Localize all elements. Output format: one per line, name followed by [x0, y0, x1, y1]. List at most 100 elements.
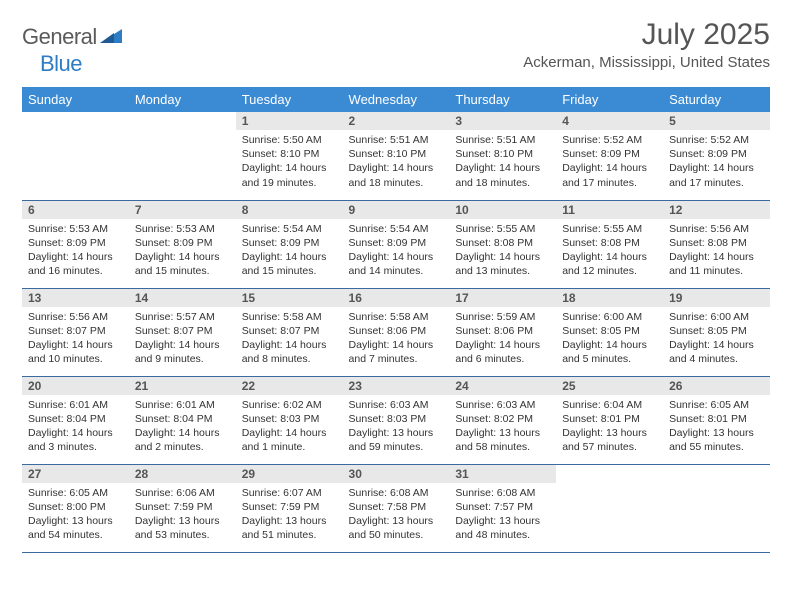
- empty-cell: [22, 112, 129, 200]
- week-row: 1Sunrise: 5:50 AMSunset: 8:10 PMDaylight…: [22, 112, 770, 200]
- day-cell: 8Sunrise: 5:54 AMSunset: 8:09 PMDaylight…: [236, 200, 343, 288]
- day-cell: 17Sunrise: 5:59 AMSunset: 8:06 PMDayligh…: [449, 288, 556, 376]
- day-cell: 11Sunrise: 5:55 AMSunset: 8:08 PMDayligh…: [556, 200, 663, 288]
- day-cell: 19Sunrise: 6:00 AMSunset: 8:05 PMDayligh…: [663, 288, 770, 376]
- day-details: Sunrise: 5:52 AMSunset: 8:09 PMDaylight:…: [663, 130, 770, 194]
- day-number: 25: [556, 377, 663, 395]
- week-row: 6Sunrise: 5:53 AMSunset: 8:09 PMDaylight…: [22, 200, 770, 288]
- day-cell: 21Sunrise: 6:01 AMSunset: 8:04 PMDayligh…: [129, 376, 236, 464]
- day-details: Sunrise: 5:57 AMSunset: 8:07 PMDaylight:…: [129, 307, 236, 371]
- day-details: Sunrise: 6:01 AMSunset: 8:04 PMDaylight:…: [22, 395, 129, 459]
- day-cell: 6Sunrise: 5:53 AMSunset: 8:09 PMDaylight…: [22, 200, 129, 288]
- day-number: 14: [129, 289, 236, 307]
- day-details: Sunrise: 5:50 AMSunset: 8:10 PMDaylight:…: [236, 130, 343, 194]
- day-number: 24: [449, 377, 556, 395]
- month-title: July 2025: [523, 18, 770, 52]
- day-details: Sunrise: 6:01 AMSunset: 8:04 PMDaylight:…: [129, 395, 236, 459]
- day-details: Sunrise: 6:03 AMSunset: 8:03 PMDaylight:…: [343, 395, 450, 459]
- dayheader-thursday: Thursday: [449, 87, 556, 112]
- day-number: 18: [556, 289, 663, 307]
- day-cell: 3Sunrise: 5:51 AMSunset: 8:10 PMDaylight…: [449, 112, 556, 200]
- day-details: Sunrise: 5:59 AMSunset: 8:06 PMDaylight:…: [449, 307, 556, 371]
- day-number: 2: [343, 112, 450, 130]
- day-details: Sunrise: 5:55 AMSunset: 8:08 PMDaylight:…: [449, 219, 556, 283]
- day-cell: 18Sunrise: 6:00 AMSunset: 8:05 PMDayligh…: [556, 288, 663, 376]
- day-details: Sunrise: 5:52 AMSunset: 8:09 PMDaylight:…: [556, 130, 663, 194]
- day-cell: 25Sunrise: 6:04 AMSunset: 8:01 PMDayligh…: [556, 376, 663, 464]
- day-cell: 30Sunrise: 6:08 AMSunset: 7:58 PMDayligh…: [343, 464, 450, 552]
- day-number: 10: [449, 201, 556, 219]
- day-details: Sunrise: 5:58 AMSunset: 8:06 PMDaylight:…: [343, 307, 450, 371]
- day-number: 16: [343, 289, 450, 307]
- day-cell: 10Sunrise: 5:55 AMSunset: 8:08 PMDayligh…: [449, 200, 556, 288]
- week-row: 13Sunrise: 5:56 AMSunset: 8:07 PMDayligh…: [22, 288, 770, 376]
- day-number: 29: [236, 465, 343, 483]
- day-number: 15: [236, 289, 343, 307]
- day-number: 27: [22, 465, 129, 483]
- dayheader-wednesday: Wednesday: [343, 87, 450, 112]
- dayheader-saturday: Saturday: [663, 87, 770, 112]
- day-number: 26: [663, 377, 770, 395]
- day-details: Sunrise: 6:03 AMSunset: 8:02 PMDaylight:…: [449, 395, 556, 459]
- empty-cell: [556, 464, 663, 552]
- day-details: Sunrise: 5:53 AMSunset: 8:09 PMDaylight:…: [129, 219, 236, 283]
- day-details: Sunrise: 6:04 AMSunset: 8:01 PMDaylight:…: [556, 395, 663, 459]
- day-cell: 12Sunrise: 5:56 AMSunset: 8:08 PMDayligh…: [663, 200, 770, 288]
- day-number: 5: [663, 112, 770, 130]
- dayheader-sunday: Sunday: [22, 87, 129, 112]
- day-cell: 7Sunrise: 5:53 AMSunset: 8:09 PMDaylight…: [129, 200, 236, 288]
- day-details: Sunrise: 6:08 AMSunset: 7:58 PMDaylight:…: [343, 483, 450, 547]
- day-cell: 31Sunrise: 6:08 AMSunset: 7:57 PMDayligh…: [449, 464, 556, 552]
- dayheader-monday: Monday: [129, 87, 236, 112]
- day-cell: 9Sunrise: 5:54 AMSunset: 8:09 PMDaylight…: [343, 200, 450, 288]
- empty-cell: [663, 464, 770, 552]
- day-number: 9: [343, 201, 450, 219]
- day-details: Sunrise: 6:07 AMSunset: 7:59 PMDaylight:…: [236, 483, 343, 547]
- day-number: 11: [556, 201, 663, 219]
- day-cell: 29Sunrise: 6:07 AMSunset: 7:59 PMDayligh…: [236, 464, 343, 552]
- day-number: 8: [236, 201, 343, 219]
- week-row: 20Sunrise: 6:01 AMSunset: 8:04 PMDayligh…: [22, 376, 770, 464]
- day-number: 19: [663, 289, 770, 307]
- day-number: 21: [129, 377, 236, 395]
- day-cell: 13Sunrise: 5:56 AMSunset: 8:07 PMDayligh…: [22, 288, 129, 376]
- logo-triangle-icon: [100, 27, 122, 48]
- dayheader-tuesday: Tuesday: [236, 87, 343, 112]
- day-details: Sunrise: 5:56 AMSunset: 8:07 PMDaylight:…: [22, 307, 129, 371]
- empty-cell: [129, 112, 236, 200]
- brand-part1: General: [22, 24, 97, 50]
- day-details: Sunrise: 6:00 AMSunset: 8:05 PMDaylight:…: [556, 307, 663, 371]
- brand-logo: General: [22, 18, 124, 50]
- day-cell: 2Sunrise: 5:51 AMSunset: 8:10 PMDaylight…: [343, 112, 450, 200]
- day-number: 23: [343, 377, 450, 395]
- day-number: 20: [22, 377, 129, 395]
- calendar-table: SundayMondayTuesdayWednesdayThursdayFrid…: [22, 87, 770, 553]
- day-number: 12: [663, 201, 770, 219]
- day-number: 17: [449, 289, 556, 307]
- day-cell: 4Sunrise: 5:52 AMSunset: 8:09 PMDaylight…: [556, 112, 663, 200]
- day-details: Sunrise: 5:55 AMSunset: 8:08 PMDaylight:…: [556, 219, 663, 283]
- day-cell: 22Sunrise: 6:02 AMSunset: 8:03 PMDayligh…: [236, 376, 343, 464]
- day-cell: 23Sunrise: 6:03 AMSunset: 8:03 PMDayligh…: [343, 376, 450, 464]
- day-cell: 27Sunrise: 6:05 AMSunset: 8:00 PMDayligh…: [22, 464, 129, 552]
- day-cell: 5Sunrise: 5:52 AMSunset: 8:09 PMDaylight…: [663, 112, 770, 200]
- day-details: Sunrise: 5:56 AMSunset: 8:08 PMDaylight:…: [663, 219, 770, 283]
- day-cell: 28Sunrise: 6:06 AMSunset: 7:59 PMDayligh…: [129, 464, 236, 552]
- day-details: Sunrise: 6:05 AMSunset: 8:00 PMDaylight:…: [22, 483, 129, 547]
- day-cell: 15Sunrise: 5:58 AMSunset: 8:07 PMDayligh…: [236, 288, 343, 376]
- week-row: 27Sunrise: 6:05 AMSunset: 8:00 PMDayligh…: [22, 464, 770, 552]
- day-number: 13: [22, 289, 129, 307]
- day-details: Sunrise: 5:51 AMSunset: 8:10 PMDaylight:…: [449, 130, 556, 194]
- day-details: Sunrise: 6:00 AMSunset: 8:05 PMDaylight:…: [663, 307, 770, 371]
- day-number: 30: [343, 465, 450, 483]
- brand-part2: Blue: [40, 51, 82, 77]
- day-details: Sunrise: 5:53 AMSunset: 8:09 PMDaylight:…: [22, 219, 129, 283]
- day-cell: 24Sunrise: 6:03 AMSunset: 8:02 PMDayligh…: [449, 376, 556, 464]
- day-details: Sunrise: 5:58 AMSunset: 8:07 PMDaylight:…: [236, 307, 343, 371]
- day-cell: 16Sunrise: 5:58 AMSunset: 8:06 PMDayligh…: [343, 288, 450, 376]
- day-cell: 1Sunrise: 5:50 AMSunset: 8:10 PMDaylight…: [236, 112, 343, 200]
- day-number: 3: [449, 112, 556, 130]
- day-number: 31: [449, 465, 556, 483]
- day-details: Sunrise: 6:05 AMSunset: 8:01 PMDaylight:…: [663, 395, 770, 459]
- day-details: Sunrise: 6:02 AMSunset: 8:03 PMDaylight:…: [236, 395, 343, 459]
